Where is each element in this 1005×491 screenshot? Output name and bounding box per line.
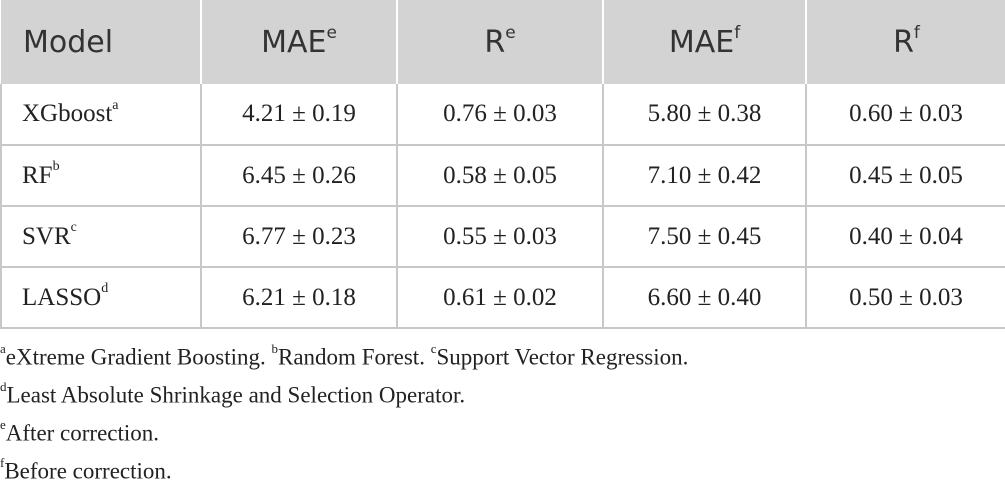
value-cell: 0.61 ± 0.02 xyxy=(396,267,603,329)
table-row: SVRc 6.77 ± 0.23 0.55 ± 0.03 7.50 ± 0.45… xyxy=(0,206,1005,268)
value-cell: 6.21 ± 0.18 xyxy=(200,267,397,329)
value-cell: 5.80 ± 0.38 xyxy=(602,84,806,146)
header-model: Model xyxy=(23,24,114,60)
value-cell: 7.10 ± 0.42 xyxy=(602,145,806,207)
model-cell: SVRc xyxy=(0,206,201,268)
footnote-d: dLeast Absolute Shrinkage and Selection … xyxy=(0,379,466,408)
header-r-before: Rf xyxy=(805,0,1005,84)
header-mae-before: MAEf xyxy=(602,0,806,84)
footnote-f: fBefore correction. xyxy=(0,455,172,484)
value-cell: 0.40 ± 0.04 xyxy=(805,206,1005,268)
footnote-e: eAfter correction. xyxy=(0,417,160,446)
value-cell: 6.60 ± 0.40 xyxy=(602,267,806,329)
value-cell: 0.45 ± 0.05 xyxy=(805,145,1005,207)
value-cell: 0.60 ± 0.03 xyxy=(805,84,1005,146)
value-cell: 6.45 ± 0.26 xyxy=(200,145,397,207)
value-cell: 4.21 ± 0.19 xyxy=(200,84,397,146)
value-cell: 7.50 ± 0.45 xyxy=(602,206,806,268)
value-cell: 0.76 ± 0.03 xyxy=(396,84,603,146)
value-cell: 0.50 ± 0.03 xyxy=(805,267,1005,329)
model-cell: RFb xyxy=(0,145,201,207)
footnotes: aeXtreme Gradient Boosting. bRandom Fore… xyxy=(0,333,1005,485)
table-body: XGboosta 4.21 ± 0.19 0.76 ± 0.03 5.80 ± … xyxy=(0,84,1005,329)
value-cell: 0.58 ± 0.05 xyxy=(396,145,603,207)
footnote-abc: aeXtreme Gradient Boosting. bRandom Fore… xyxy=(0,341,689,370)
model-cell: LASSOd xyxy=(0,267,201,329)
table-header: Model MAEe Re MAEf Rf xyxy=(1,0,1005,84)
header-row: Model MAEe Re MAEf Rf xyxy=(1,0,1005,84)
table-row: LASSOd 6.21 ± 0.18 0.61 ± 0.02 6.60 ± 0.… xyxy=(0,267,1005,329)
results-table: Model MAEe Re MAEf Rf XGboosta 4.21 ± 0.… xyxy=(0,0,1005,329)
model-cell: XGboosta xyxy=(0,84,201,146)
table-row: RFb 6.45 ± 0.26 0.58 ± 0.05 7.10 ± 0.42 … xyxy=(0,145,1005,207)
header-r-after: Re xyxy=(396,0,603,84)
table-row: XGboosta 4.21 ± 0.19 0.76 ± 0.03 5.80 ± … xyxy=(0,84,1005,146)
header-mae-after: MAEe xyxy=(200,0,397,84)
value-cell: 0.55 ± 0.03 xyxy=(396,206,603,268)
value-cell: 6.77 ± 0.23 xyxy=(200,206,397,268)
